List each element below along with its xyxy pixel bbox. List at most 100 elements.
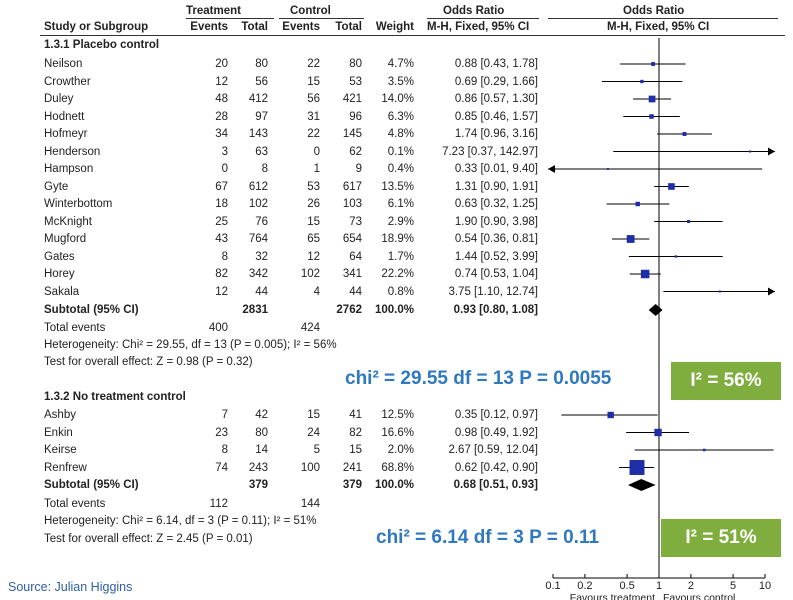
subtotal-control-total: 379 — [342, 479, 362, 491]
subtotal-treatment-total: 379 — [248, 479, 268, 491]
odds-ratio-underline — [427, 18, 539, 19]
subtotal-ci: 0.68 [0.51, 0.93] — [453, 479, 538, 491]
subtotal-weight: 100.0% — [374, 304, 414, 316]
source-credit: Source: Julian Higgins — [8, 580, 133, 594]
i2-badge: I² = 56% — [671, 362, 781, 400]
treatment-events: 12 — [215, 285, 228, 298]
ci-arrow-left — [548, 165, 555, 173]
study-name: Renfrew — [44, 461, 87, 474]
control-total: 145 — [342, 128, 362, 140]
group-title: 1.3.2 No treatment control — [44, 391, 186, 403]
control-events: 22 — [307, 128, 320, 140]
control-events: 15 — [307, 409, 320, 421]
treatment-events: 34 — [215, 128, 228, 140]
x-tick-label: 1 — [656, 580, 662, 592]
study-name: Henderson — [44, 145, 101, 158]
control-total: 654 — [342, 233, 362, 245]
weight-value: 12.5% — [381, 409, 414, 421]
subtotal-diamond — [648, 304, 663, 316]
control-total: 73 — [349, 215, 362, 228]
odds-ratio-ci: 3.75 [1.10, 12.74] — [448, 285, 538, 298]
study-name: Crowther — [44, 75, 91, 88]
weight-value: 0.1% — [387, 145, 414, 158]
treatment-total: 764 — [248, 233, 268, 245]
study-marker — [718, 290, 721, 293]
treatment-total: 8 — [261, 163, 268, 175]
x-tick-label: 0.2 — [577, 580, 592, 592]
subtotal-label: Subtotal (95% CI) — [44, 479, 139, 491]
treatment-total: 14 — [255, 444, 268, 456]
subtotal-diamond — [628, 479, 656, 491]
weight-value: 14.0% — [381, 93, 414, 105]
treatment-underline — [186, 18, 274, 19]
odds-ratio-ci: 0.54 [0.36, 0.81] — [454, 233, 538, 245]
treatment-total: 97 — [255, 110, 268, 123]
odds-ratio-ci: 7.23 [0.37, 142.97] — [442, 145, 538, 158]
treatment-total: 143 — [248, 128, 268, 140]
treatment-total: 412 — [248, 93, 268, 105]
study-marker — [629, 460, 645, 475]
treatment-events-header: Events — [190, 21, 228, 33]
study-marker — [640, 269, 650, 279]
plot-underline — [548, 18, 778, 19]
favours-control-label: Favours control — [663, 592, 735, 600]
weight-header: Weight — [375, 21, 414, 33]
study-marker — [648, 95, 656, 103]
overall-effect-text: Test for overall effect: Z = 0.98 (P = 0… — [44, 356, 253, 368]
control-total-header: Total — [335, 21, 362, 33]
treatment-events: 8 — [221, 250, 228, 263]
control-total: 96 — [349, 110, 362, 123]
total-events-label: Total events — [44, 498, 106, 510]
subtotal-control-total: 2762 — [336, 304, 362, 316]
control-events: 100 — [300, 461, 320, 474]
odds-ratio-ci: 0.86 [0.57, 1.30] — [454, 93, 538, 105]
study-marker — [687, 219, 691, 224]
treatment-events: 8 — [221, 444, 228, 456]
odds-ratio-ci: 2.67 [0.59, 12.04] — [448, 444, 538, 456]
control-events: 12 — [307, 250, 320, 263]
header-rule — [40, 35, 785, 36]
odds-ratio-ci: 0.63 [0.32, 1.25] — [454, 198, 538, 210]
control-total: 44 — [349, 285, 362, 298]
subtotal-ci: 0.93 [0.80, 1.08] — [453, 304, 538, 316]
treatment-events: 0 — [221, 163, 228, 175]
x-tick-label: 2 — [688, 580, 694, 592]
chi-square-callout: chi² = 6.14 df = 3 P = 0.11 — [376, 527, 600, 548]
study-marker — [640, 79, 644, 84]
total-events-label: Total events — [44, 322, 106, 334]
treatment-events: 48 — [215, 93, 228, 105]
treatment-events: 74 — [215, 461, 228, 474]
group-title: 1.3.1 Placebo control — [44, 39, 160, 51]
weight-value: 2.0% — [387, 444, 414, 456]
control-total: 617 — [342, 180, 362, 193]
weight-value: 4.8% — [387, 128, 414, 140]
control-events: 26 — [307, 198, 320, 210]
treatment-events: 18 — [215, 198, 228, 210]
study-name: Gyte — [44, 180, 69, 193]
favours-treatment-label: Favours treatment — [570, 592, 655, 600]
total-events-control: 144 — [300, 498, 320, 510]
study-name: Gates — [44, 250, 75, 263]
x-tick-label: 0.5 — [619, 580, 634, 592]
weight-value: 1.7% — [387, 250, 414, 263]
study-name: Mugford — [44, 233, 87, 245]
treatment-total: 56 — [255, 75, 268, 88]
control-events: 15 — [307, 215, 320, 228]
study-marker — [682, 132, 687, 136]
odds-ratio-header: Odds Ratio — [443, 5, 505, 17]
weight-value: 22.2% — [381, 268, 414, 280]
control-events: 4 — [313, 285, 320, 298]
i2-badge: I² = 51% — [661, 519, 781, 557]
weight-value: 13.5% — [381, 180, 414, 193]
weight-value: 3.5% — [387, 75, 414, 88]
x-tick-label: 10 — [759, 580, 771, 592]
treatment-total: 63 — [255, 145, 268, 158]
control-total: 53 — [349, 75, 362, 88]
odds-ratio-ci: 1.74 [0.96, 3.16] — [454, 128, 538, 140]
treatment-events: 3 — [221, 145, 228, 158]
odds-ratio-plot-header: Odds Ratio — [623, 5, 685, 17]
control-events: 53 — [307, 180, 320, 193]
study-marker — [651, 62, 656, 66]
study-name: Hampson — [44, 163, 94, 175]
